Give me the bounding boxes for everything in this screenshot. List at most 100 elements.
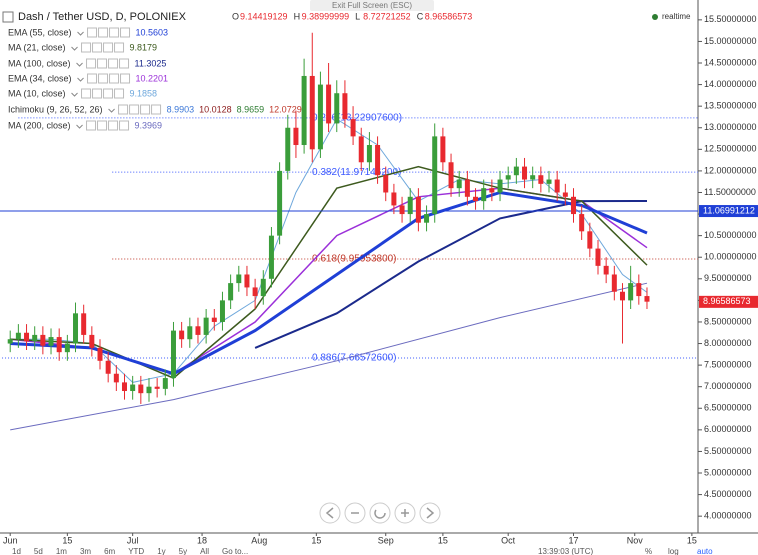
x-tick-label: 18 xyxy=(197,535,207,545)
y-tick-label: 15.50000000 xyxy=(704,14,757,24)
range-button[interactable]: 3m xyxy=(80,547,91,555)
candle-body xyxy=(64,343,70,353)
x-tick-label: 15 xyxy=(687,535,697,545)
legend-button[interactable] xyxy=(119,120,130,131)
legend-name: MA (10, close) xyxy=(8,88,66,98)
candle-body xyxy=(162,378,168,389)
candle-body xyxy=(211,317,217,322)
legend-dropdown[interactable] xyxy=(76,62,83,67)
legend-button[interactable] xyxy=(92,88,103,99)
log-toggle[interactable]: log xyxy=(668,547,679,555)
y-tick-label: 10.00000000 xyxy=(704,252,757,262)
legend-button[interactable] xyxy=(97,120,108,131)
legend-button[interactable] xyxy=(108,120,119,131)
y-tick-label: 9.50000000 xyxy=(704,273,752,283)
candle-body xyxy=(179,330,185,340)
legend-button[interactable] xyxy=(97,58,108,69)
range-button[interactable]: 1d xyxy=(12,547,21,555)
legend-value: 10.5603 xyxy=(136,27,169,37)
reset-button[interactable] xyxy=(369,502,391,524)
legend-button[interactable] xyxy=(81,42,92,53)
legend-value: 9.1858 xyxy=(130,88,158,98)
candle-body xyxy=(399,205,405,215)
range-button[interactable]: 1y xyxy=(157,547,165,555)
legend-button[interactable] xyxy=(98,73,109,84)
x-tick-label: Oct xyxy=(501,535,516,545)
legend-button[interactable] xyxy=(114,88,125,99)
legend-dropdown[interactable] xyxy=(76,124,83,129)
candle-body xyxy=(326,84,332,124)
y-tick-label: 14.00000000 xyxy=(704,79,757,89)
candle-body xyxy=(391,192,397,206)
realtime: realtime xyxy=(662,12,691,21)
legend-button[interactable] xyxy=(120,73,131,84)
y-tick-label: 8.50000000 xyxy=(704,316,752,326)
legend-button[interactable] xyxy=(151,104,162,115)
collapse-icon[interactable] xyxy=(2,11,14,23)
legend-button[interactable] xyxy=(120,27,131,38)
bottom-toolbar: 1d 5d 1m 3m 6m YTD 1y 5y All Go to... 13:39:03 (UT… xyxy=(12,547,713,555)
legend-name: MA (21, close) xyxy=(8,42,66,52)
legend-button[interactable] xyxy=(92,42,103,53)
range-button[interactable]: All xyxy=(200,547,209,555)
percent-toggle[interactable]: % xyxy=(645,547,652,555)
legend-dropdown[interactable] xyxy=(71,92,78,97)
y-tick-label: 6.00000000 xyxy=(704,424,752,434)
candle-body xyxy=(579,214,585,232)
legend-button[interactable] xyxy=(129,104,140,115)
range-button[interactable]: 5d xyxy=(34,547,43,555)
auto-toggle[interactable]: auto xyxy=(697,547,713,555)
candle-body xyxy=(309,75,315,150)
candle-body xyxy=(497,179,503,193)
range-button[interactable]: 5y xyxy=(179,547,187,555)
legend-dropdown[interactable] xyxy=(77,31,84,36)
legend-button[interactable] xyxy=(108,58,119,69)
candle-body xyxy=(448,162,454,189)
scroll-right-button[interactable] xyxy=(419,502,441,524)
candle-body xyxy=(546,179,552,184)
legend-button[interactable] xyxy=(109,73,120,84)
legend-button[interactable] xyxy=(114,42,125,53)
legend-button[interactable] xyxy=(103,88,114,99)
scroll-left-button[interactable] xyxy=(319,502,341,524)
y-tick-label: 11.50000000 xyxy=(704,187,756,197)
y-tick-label: 14.50000000 xyxy=(704,57,757,67)
legend-dropdown[interactable] xyxy=(108,108,115,113)
plot-area: 0.236(13.22907600) 0.382(11.97146200) 0.61… xyxy=(0,32,698,431)
candle-body xyxy=(375,145,381,176)
legend-value: 9.3969 xyxy=(135,120,163,130)
legend-button[interactable] xyxy=(87,27,98,38)
legend-button[interactable] xyxy=(81,88,92,99)
y-tick-label: 4.50000000 xyxy=(704,489,752,499)
ohlc-key: L xyxy=(355,11,360,21)
legend-button[interactable] xyxy=(86,58,97,69)
legend-button[interactable] xyxy=(87,73,98,84)
legend-dropdown[interactable] xyxy=(77,77,84,82)
x-tick-label: Sep xyxy=(378,535,394,545)
legend-button[interactable] xyxy=(140,104,151,115)
indicator-line xyxy=(254,200,648,349)
legend-value: 9.8179 xyxy=(130,42,158,52)
exit-fullscreen-text[interactable]: Exit Full Screen (ESC) xyxy=(332,1,412,10)
range-button[interactable]: 1m xyxy=(56,547,67,555)
y-tick-label: 10.50000000 xyxy=(704,230,757,240)
ohlc-key: H xyxy=(294,11,301,21)
range-button[interactable]: Go to... xyxy=(222,547,248,555)
legend-button[interactable] xyxy=(119,58,130,69)
legend-button[interactable] xyxy=(103,42,114,53)
legend-button[interactable] xyxy=(86,120,97,131)
y-tick-label: 5.50000000 xyxy=(704,446,752,456)
candle-body xyxy=(138,384,144,394)
fib-label: 0.886(7.66572600) xyxy=(312,353,397,364)
legend-button[interactable] xyxy=(118,104,129,115)
candle-body xyxy=(383,175,389,193)
range-button[interactable]: 6m xyxy=(104,547,115,555)
range-button[interactable]: YTD xyxy=(128,547,144,555)
legend-button[interactable] xyxy=(109,27,120,38)
legend-button[interactable] xyxy=(98,27,109,38)
y-tick-label: 7.50000000 xyxy=(704,359,752,369)
exit-fullscreen[interactable] xyxy=(310,0,434,11)
legend-value: 8.9903 xyxy=(167,104,195,114)
candle-body xyxy=(260,278,266,297)
legend-dropdown[interactable] xyxy=(71,46,78,51)
